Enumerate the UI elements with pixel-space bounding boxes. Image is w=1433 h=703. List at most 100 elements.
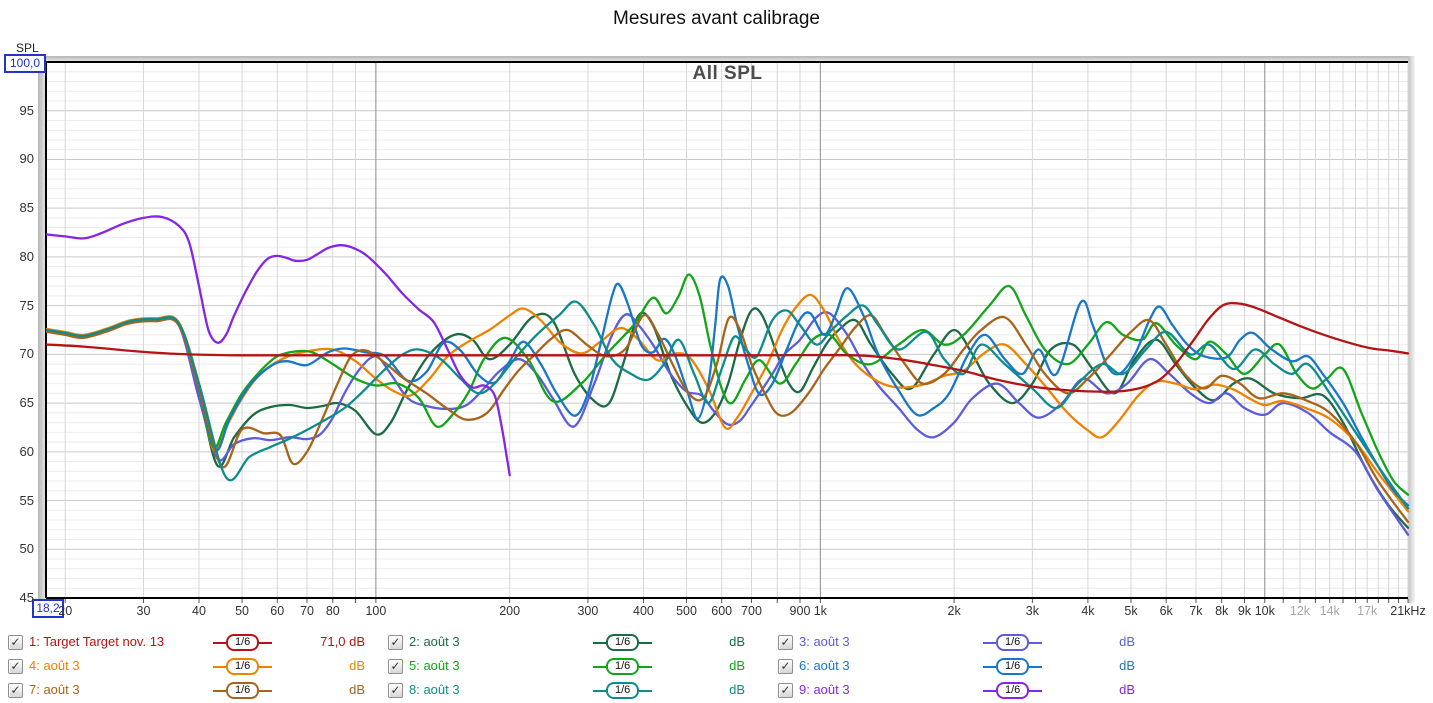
measurement-level: dB: [1119, 658, 1135, 673]
x-tick-label: 80: [325, 604, 340, 618]
y-tick-label: 85: [19, 200, 34, 216]
measurement-level: dB: [349, 658, 365, 673]
page-title: Mesures avant calibrage: [613, 8, 820, 29]
measurement-level: dB: [349, 682, 365, 697]
legend-item-7: ✓ 7: août 3 1/6 dB: [8, 681, 380, 701]
x-tick-label: 70: [300, 604, 314, 618]
y-tick-label: 80: [19, 248, 34, 264]
legend-item-6: ✓ 6: août 3 1/6 dB: [778, 657, 1150, 677]
measurement-checkbox-1[interactable]: ✓: [8, 635, 23, 650]
x-tick-label: 900: [789, 604, 811, 618]
measurement-checkbox-7[interactable]: ✓: [8, 683, 23, 698]
x-tick-label: 30: [136, 604, 151, 618]
x-axis-min-field[interactable]: 18,2: [32, 599, 64, 618]
x-tick-label: 17k: [1357, 604, 1378, 618]
measurement-label[interactable]: 3: août 3: [799, 634, 850, 649]
x-tick-label: 60: [270, 604, 285, 618]
measurement-checkbox-4[interactable]: ✓: [8, 659, 23, 674]
smoothing-badge: 1/6: [213, 682, 273, 699]
y-tick-label: 45: [19, 590, 34, 605]
x-tick-label: 20: [58, 604, 73, 618]
measurement-checkbox-8[interactable]: ✓: [388, 683, 403, 698]
measurement-level: dB: [1119, 634, 1135, 649]
measurement-level: dB: [1119, 682, 1135, 697]
measurement-label[interactable]: 5: août 3: [409, 658, 460, 673]
y-tick-label: 65: [19, 395, 34, 411]
smoothing-value: 1/6: [996, 682, 1030, 699]
plot-bevel-right: [1408, 56, 1415, 603]
plot-bevel-left: [38, 56, 46, 603]
smoothing-value: 1/6: [226, 658, 260, 675]
x-tick-label: 21kHz: [1390, 604, 1426, 618]
y-tick-label: 75: [19, 297, 34, 313]
trace-73: [45, 313, 1410, 524]
x-tick-label: 10k: [1254, 604, 1275, 618]
measurement-label[interactable]: 9: août 3: [799, 682, 850, 697]
y-tick-label: 95: [19, 102, 34, 118]
smoothing-value: 1/6: [606, 634, 640, 651]
x-tick-label: 600: [711, 604, 733, 618]
x-tick-label: 7k: [1189, 604, 1203, 618]
smoothing-badge: 1/6: [593, 658, 653, 675]
legend-item-8: ✓ 8: août 3 1/6 dB: [388, 681, 760, 701]
measurement-label[interactable]: 1: Target Target nov. 13: [29, 634, 165, 649]
y-tick-label: 70: [19, 346, 34, 362]
x-tick-label: 12k: [1289, 604, 1311, 618]
legend-item-1: ✓ 1: Target Target nov. 13 1/6 71,0 dB: [8, 633, 380, 653]
x-tick-label: 50: [235, 604, 250, 618]
trace-113: [45, 301, 1410, 393]
trace-93: [45, 215, 511, 477]
y-axis-max-field[interactable]: 100,0: [4, 54, 46, 73]
x-tick-label: 9k: [1237, 604, 1252, 618]
measurement-label[interactable]: 4: août 3: [29, 658, 80, 673]
measurement-label[interactable]: 8: août 3: [409, 682, 460, 697]
x-tick-label: 8k: [1215, 604, 1229, 618]
measurement-checkbox-2[interactable]: ✓: [388, 635, 403, 650]
legend-item-2: ✓ 2: août 3 1/6 dB: [388, 633, 760, 653]
smoothing-badge: 1/6: [593, 682, 653, 699]
x-tick-label: 2k: [947, 604, 961, 618]
measurement-checkbox-3[interactable]: ✓: [778, 635, 793, 650]
y-tick-label: 50: [19, 541, 34, 557]
trace-63: [45, 275, 1410, 507]
x-tick-label: 3k: [1025, 604, 1039, 618]
x-tick-label: 1k: [813, 604, 827, 618]
measurement-checkbox-5[interactable]: ✓: [388, 659, 403, 674]
smoothing-badge: 1/6: [983, 658, 1043, 675]
smoothing-value: 1/6: [996, 634, 1030, 651]
x-tick-label: 200: [499, 604, 521, 618]
trace-83: [45, 300, 1410, 510]
legend-item-3: ✓ 3: août 3 1/6 dB: [778, 633, 1150, 653]
legend-item-5: ✓ 5: août 3 1/6 dB: [388, 657, 760, 677]
measurement-checkbox-6[interactable]: ✓: [778, 659, 793, 674]
y-tick-label: 90: [19, 151, 34, 167]
y-tick-label: 60: [19, 443, 34, 459]
x-tick-label: 4k: [1081, 604, 1095, 618]
smoothing-badge: 1/6: [213, 658, 273, 675]
legend-item-9: ✓ 9: août 3 1/6 dB: [778, 681, 1150, 701]
spl-graph-area[interactable]: [0, 0, 1433, 631]
smoothing-value: 1/6: [606, 682, 640, 699]
y-tick-label: 55: [19, 492, 34, 508]
x-tick-label: 700: [741, 604, 762, 618]
smoothing-badge: 1/6: [983, 634, 1043, 651]
x-tick-label: 6k: [1159, 604, 1173, 618]
plot-bevel-top: [38, 56, 1415, 62]
smoothing-value: 1/6: [996, 658, 1030, 675]
trace-23: [45, 307, 1410, 529]
x-tick-label: 400: [633, 604, 654, 618]
smoothing-badge: 1/6: [983, 682, 1043, 699]
legend-item-4: ✓ 4: août 3 1/6 dB: [8, 657, 380, 677]
x-tick-label: 500: [676, 604, 697, 618]
measurement-level: dB: [729, 658, 745, 673]
smoothing-value: 1/6: [226, 682, 260, 699]
y-axis-title: SPL: [16, 41, 39, 55]
measurement-checkbox-9[interactable]: ✓: [778, 683, 793, 698]
smoothing-badge: 1/6: [213, 634, 273, 651]
measurement-label[interactable]: 6: août 3: [799, 658, 850, 673]
measurement-label[interactable]: 7: août 3: [29, 682, 80, 697]
x-tick-label: 100: [365, 604, 387, 618]
smoothing-value: 1/6: [226, 634, 260, 651]
measurement-level: dB: [729, 634, 745, 649]
measurement-label[interactable]: 2: août 3: [409, 634, 460, 649]
